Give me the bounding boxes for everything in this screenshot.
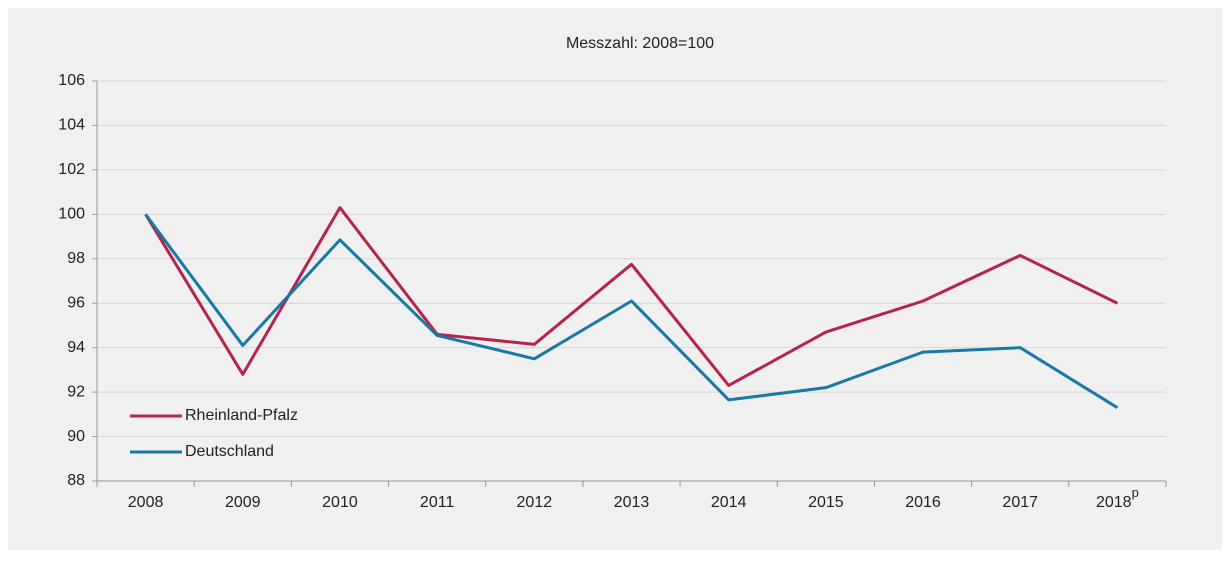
line-series (144, 206, 1119, 387)
x-tick-label-text: 2014 (711, 494, 747, 511)
chart-title: Messzahl: 2008=100 (566, 35, 714, 52)
x-tick-label-text: 2016 (905, 494, 941, 511)
x-tick-label-text: 2017 (1002, 494, 1038, 511)
x-tick-label: 2012 (517, 494, 553, 511)
x-tick-label: 2016 (905, 494, 941, 511)
x-tick-superscript: p (1132, 485, 1139, 500)
y-tick-label: 100 (58, 206, 85, 223)
y-tick-label: 90 (67, 428, 85, 445)
x-tick-label-text: 2009 (225, 494, 261, 511)
x-tick-label: 2017 (1002, 494, 1038, 511)
y-tick-label: 94 (67, 339, 85, 356)
x-tick-label-text: 2010 (322, 494, 358, 511)
x-tick-label-text: 2013 (614, 494, 650, 511)
x-tick-label: 2009 (225, 494, 261, 511)
y-tick-label: 92 (67, 383, 85, 400)
legend-label: Deutschland (185, 443, 274, 460)
x-tick-label: 2018p (1096, 485, 1139, 511)
x-tick-label-text: 2008 (128, 494, 164, 511)
y-tick-label: 96 (67, 294, 85, 311)
x-tick-label: 2008 (128, 494, 164, 511)
y-tick-label: 106 (58, 72, 85, 89)
line-series (144, 213, 1119, 409)
x-tick-label-text: 2011 (420, 494, 455, 511)
x-tick-label-text: 2012 (517, 494, 553, 511)
y-tick-label: 104 (58, 117, 85, 134)
x-tick-label: 2014 (711, 494, 747, 511)
x-tick-label-text: 2018 (1096, 494, 1132, 511)
x-tick-label: 2010 (322, 494, 358, 511)
x-tick-label: 2015 (808, 494, 844, 511)
legend-label: Rheinland-Pfalz (185, 407, 298, 424)
x-tick-label-text: 2015 (808, 494, 844, 511)
x-tick-label: 2011 (420, 494, 455, 511)
x-tick-label: 2013 (614, 494, 650, 511)
y-tick-label: 98 (67, 250, 85, 267)
y-tick-label: 102 (58, 161, 85, 178)
y-tick-label: 88 (67, 472, 85, 489)
